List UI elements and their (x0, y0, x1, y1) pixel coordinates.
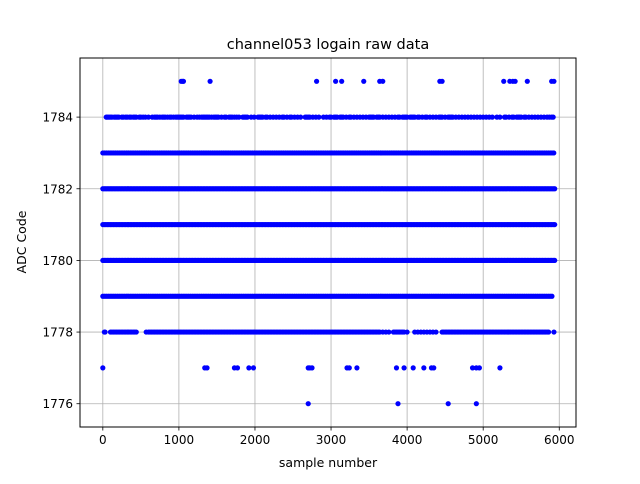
x-tick-label: 5000 (468, 433, 499, 447)
data-point (361, 78, 367, 84)
data-point (305, 401, 311, 407)
data-point (316, 114, 322, 120)
y-tick-label: 1784 (42, 111, 73, 125)
data-point (552, 186, 558, 192)
data-point (551, 78, 557, 84)
data-point (469, 365, 476, 371)
data-point (552, 221, 558, 228)
y-tick-label: 1780 (42, 254, 73, 268)
data-point (251, 114, 257, 120)
data-point (550, 114, 556, 120)
data-point (421, 365, 427, 371)
data-point (497, 365, 503, 371)
y-tick-label: 1782 (42, 182, 73, 196)
data-point (309, 365, 315, 371)
data-point (386, 329, 392, 335)
data-point (445, 401, 451, 407)
data-point (552, 257, 558, 264)
data-point (524, 78, 530, 84)
data-point (489, 114, 495, 120)
x-tick-label: 0 (99, 433, 107, 447)
data-point (501, 78, 507, 84)
data-point (473, 401, 479, 407)
x-axis: 0 1000 2000 3000 4000 5000 6000 (99, 427, 575, 447)
plot-background (80, 58, 576, 427)
y-tick-label: 1776 (42, 397, 73, 411)
data-point (551, 150, 557, 156)
data-point (439, 78, 445, 84)
data-point (244, 114, 250, 120)
data-point (145, 114, 152, 120)
data-point (497, 114, 503, 120)
data-points (100, 78, 558, 407)
data-point (433, 329, 439, 335)
data-point (431, 365, 437, 371)
data-point (204, 365, 210, 371)
data-point (250, 365, 257, 371)
y-axis-label: ADC Code (14, 210, 29, 273)
x-tick-label: 2000 (240, 433, 271, 447)
data-point (393, 365, 400, 371)
y-axis: 1776 1778 1780 1782 1784 (42, 111, 80, 411)
y-tick-label: 1778 (42, 326, 73, 340)
data-point (354, 365, 360, 371)
data-point (380, 78, 386, 84)
data-point (404, 329, 410, 335)
data-point (476, 365, 482, 371)
data-point (546, 329, 552, 335)
data-point (100, 365, 106, 371)
data-point (102, 329, 108, 335)
data-point (410, 365, 416, 371)
x-tick-label: 6000 (544, 433, 575, 447)
data-point (246, 365, 252, 371)
data-point (234, 365, 241, 371)
data-point (298, 114, 304, 120)
data-point (133, 329, 139, 335)
data-point (549, 293, 555, 299)
data-point (180, 78, 187, 84)
data-point (401, 365, 407, 371)
data-point (395, 401, 401, 407)
data-point (236, 114, 242, 120)
data-point (313, 78, 320, 84)
data-point (333, 78, 339, 84)
data-point (551, 329, 557, 335)
x-tick-label: 4000 (392, 433, 423, 447)
data-point (207, 78, 213, 84)
chart-title: channel053 logain raw data (227, 37, 429, 53)
data-point (339, 78, 345, 84)
x-tick-label: 1000 (164, 433, 195, 447)
x-tick-label: 3000 (316, 433, 347, 447)
plot-frame (79, 57, 577, 428)
data-point (512, 78, 518, 84)
x-axis-label: sample number (279, 455, 378, 470)
data-point (346, 365, 352, 371)
